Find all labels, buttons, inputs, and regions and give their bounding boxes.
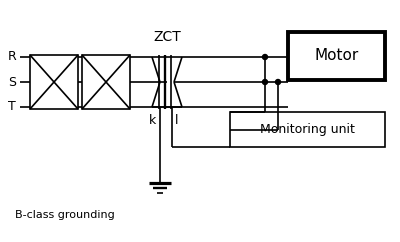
Bar (30, 55, 78, 109)
Text: R: R (8, 51, 16, 63)
Circle shape (262, 80, 268, 84)
Circle shape (276, 80, 280, 84)
Text: T: T (8, 100, 16, 113)
Bar (230, 112, 385, 147)
Text: B-class grounding: B-class grounding (15, 210, 115, 220)
Text: Monitoring unit: Monitoring unit (260, 123, 355, 136)
Circle shape (262, 54, 268, 60)
Text: k: k (149, 113, 157, 127)
Text: ZCT: ZCT (153, 30, 181, 44)
Text: l: l (175, 113, 179, 127)
Text: S: S (8, 76, 16, 89)
Bar (288, 32, 385, 80)
Bar (82, 55, 130, 109)
Text: Motor: Motor (314, 48, 359, 63)
